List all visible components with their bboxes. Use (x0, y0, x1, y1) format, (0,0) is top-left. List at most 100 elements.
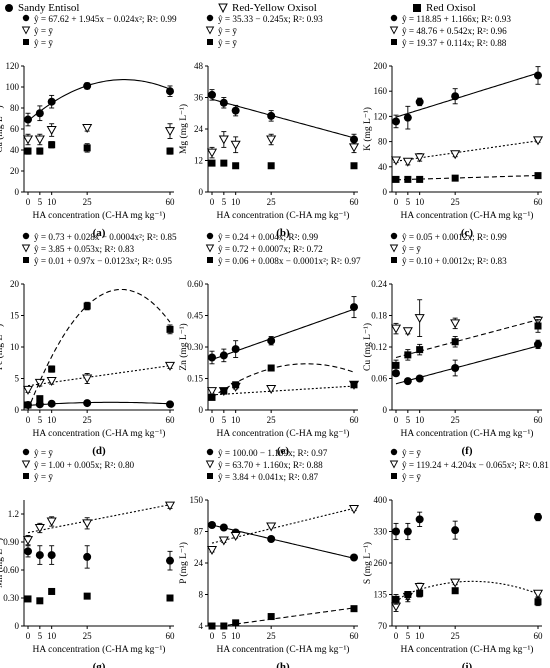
data-point-square (392, 175, 400, 183)
data-point-triangle (206, 148, 218, 158)
fit-equation: ŷ = ȳ (402, 448, 421, 458)
x-axis-label: HA concentration (C-HA mg kg⁻¹) (217, 210, 350, 221)
data-point-circle (403, 377, 412, 386)
data-point-square (534, 322, 542, 330)
data-point-triangle (402, 157, 413, 167)
x-tick-label: 5 (38, 631, 43, 641)
data-point-triangle (414, 153, 425, 163)
data-point-circle (534, 513, 542, 522)
equation-marker (390, 232, 398, 240)
x-tick-label: 0 (26, 197, 31, 207)
y-tick-label: 4 (199, 621, 204, 631)
y-tick-label: 36 (194, 93, 204, 103)
data-point-square (416, 346, 424, 354)
data-point-circle (451, 364, 460, 372)
data-point-circle (166, 87, 174, 96)
data-point-triangle (22, 536, 34, 546)
y-tick-label: 400 (374, 495, 388, 505)
data-point-square (350, 605, 358, 613)
y-tick-label: 0 (15, 187, 20, 197)
equation-marker (206, 14, 214, 22)
y-tick-label: 0.30 (3, 593, 19, 603)
data-point-circle (415, 97, 424, 106)
data-point-circle (403, 527, 412, 536)
data-point-square (451, 174, 459, 182)
y-axis-label: P (mg L⁻¹) (178, 542, 189, 584)
y-tick-label: 0.24 (371, 279, 387, 289)
equation-marker (207, 257, 213, 263)
data-point-triangle (266, 522, 277, 532)
data-point-square (232, 162, 240, 170)
x-tick-label: 10 (47, 415, 57, 425)
equation-marker (389, 244, 399, 253)
chart-panel-b: ŷ = 35.33 − 0.245x; R²: 0.93 ŷ = ȳ ŷ = ȳ 0 1… (178, 14, 360, 239)
data-point-triangle (46, 377, 57, 387)
y-tick-label: 0.60 (3, 565, 19, 575)
fit-equation: ŷ = ȳ (34, 38, 53, 48)
data-point-circle (350, 303, 358, 312)
data-point-square (220, 622, 228, 630)
x-tick-label: 60 (350, 631, 360, 641)
fit-equation: ŷ = 0.10 + 0.0012x; R²: 0.83 (402, 256, 507, 266)
y-tick-label: 135 (374, 590, 388, 600)
equation-marker (205, 26, 215, 35)
x-tick-label: 60 (166, 197, 176, 207)
equation-marker (22, 14, 30, 22)
chart-panel-a: ŷ = 67.62 + 1.945x − 0.024x²; R²: 0.99 ŷ … (0, 14, 177, 239)
x-tick-label: 0 (210, 631, 215, 641)
data-point-circle (350, 135, 358, 144)
data-point-circle (231, 106, 240, 115)
chart-panel-c: ŷ = 118.85 + 1.166x; R²: 0.93 ŷ = 48.76 +… (362, 14, 544, 239)
data-point-circle (83, 81, 92, 90)
y-tick-label: 10 (10, 342, 20, 352)
y-tick-label: 0.18 (371, 311, 387, 321)
data-point-triangle (206, 546, 218, 556)
data-point-square (220, 159, 228, 167)
y-tick-label: 100 (6, 82, 20, 92)
x-tick-label: 5 (406, 415, 411, 425)
data-point-circle (267, 111, 276, 120)
y-axis-label: Zn (mg L⁻¹) (178, 323, 189, 370)
data-point-square (48, 365, 56, 373)
equation-marker (22, 448, 30, 456)
data-point-circle (83, 552, 92, 561)
x-tick-label: 60 (350, 415, 360, 425)
x-axis-label: HA concentration (C-HA mg kg⁻¹) (217, 428, 350, 439)
data-point-triangle (46, 126, 57, 136)
data-point-triangle (532, 589, 544, 599)
data-point-square (416, 175, 424, 183)
y-tick-label: 0.90 (3, 537, 19, 547)
fit-equation: ŷ = 1.00 + 0.005x; R²: 0.80 (34, 460, 135, 470)
equation-marker (391, 39, 397, 45)
panel-label: (i) (462, 661, 473, 668)
data-point-square (232, 381, 240, 389)
data-point-square (350, 381, 358, 389)
y-axis-label: Mn (mg L⁻¹) (0, 538, 5, 588)
data-point-square (451, 587, 459, 595)
fit-equation: ŷ = 100.00 − 1.109x; R²: 0.97 (218, 448, 328, 458)
equation-marker (23, 473, 29, 479)
x-tick-label: 10 (415, 631, 425, 641)
fit-equation: ŷ = ȳ (402, 472, 421, 482)
equation-marker (23, 257, 29, 263)
data-point-square (208, 159, 216, 167)
panel-label: (h) (276, 661, 290, 668)
equation-marker (23, 39, 29, 45)
fit-line (27, 288, 171, 411)
data-point-circle (219, 351, 228, 360)
equation-marker (21, 460, 31, 469)
y-tick-label: 0 (383, 405, 388, 415)
y-tick-label: 0 (15, 621, 20, 631)
data-point-circle (24, 115, 32, 124)
y-tick-label: 80 (10, 103, 20, 113)
data-point-square (534, 598, 542, 606)
data-point-square (404, 175, 412, 183)
data-point-square (83, 302, 91, 310)
data-point-circle (47, 551, 56, 560)
data-point-triangle (164, 361, 176, 371)
fit-equation: ŷ = 0.24 + 0.004x; R²: 0.99 (218, 232, 319, 242)
data-point-triangle (82, 374, 93, 384)
x-tick-label: 5 (38, 197, 43, 207)
data-point-circle (403, 113, 412, 122)
chart-panel-e: ŷ = 0.24 + 0.004x; R²: 0.99 ŷ = 0.72 + 0.… (178, 232, 361, 457)
